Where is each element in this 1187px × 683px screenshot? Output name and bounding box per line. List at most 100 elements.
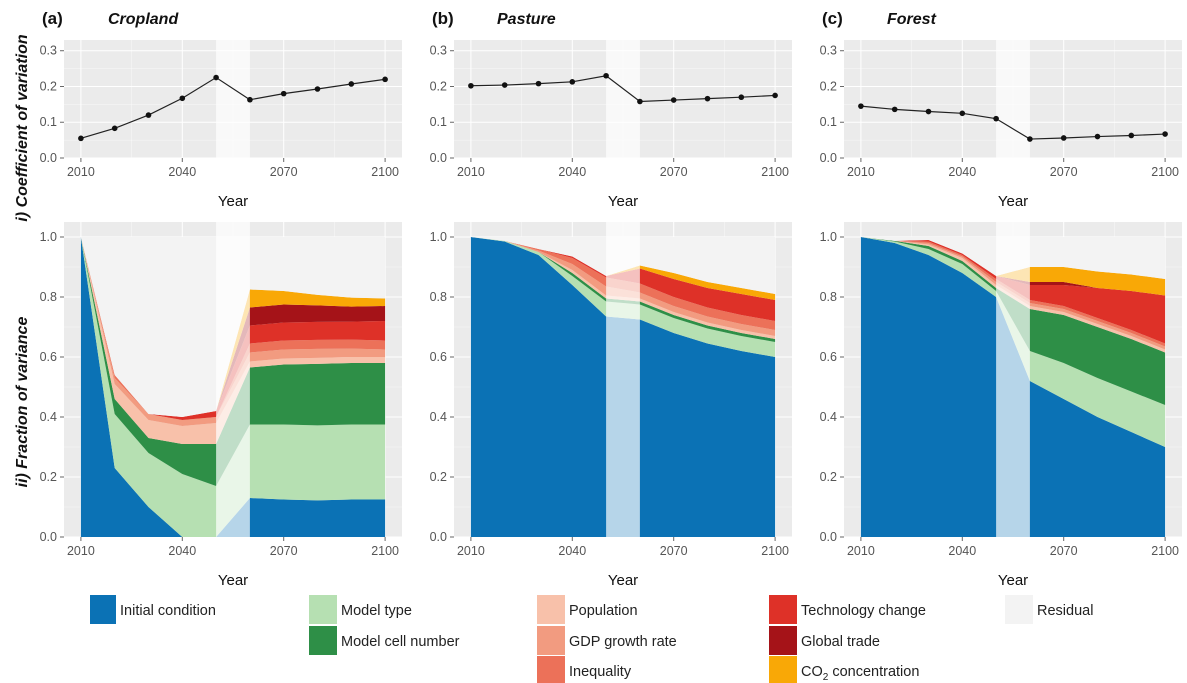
cv-point	[247, 96, 253, 103]
area-gdp-growth-rate	[470, 237, 776, 336]
legend-label-residual: Residual	[1037, 603, 1093, 619]
x-tick-label: 2070	[660, 544, 688, 558]
x-tick-label: 2010	[457, 165, 485, 179]
y-tick-label: 0.6	[820, 350, 837, 364]
x-tick-label: 2010	[67, 165, 95, 179]
transition-shade	[216, 222, 250, 537]
y-tick-label: 0.2	[430, 79, 447, 93]
cv-point	[858, 103, 864, 109]
x-tick-label: 2100	[371, 544, 399, 558]
cv-point	[925, 108, 932, 115]
y-tick-label: 0.8	[430, 290, 447, 304]
area-technology-change	[860, 237, 1166, 344]
y-tick-label: 0.6	[40, 350, 57, 364]
y-tick-label: 0.4	[40, 410, 57, 424]
legend-label-gdp-growth-rate: GDP growth rate	[569, 634, 677, 650]
x-axis-label: Year	[998, 193, 1028, 210]
cv-point	[1128, 132, 1135, 139]
y-tick-label: 0.0	[430, 530, 447, 544]
x-tick-label: 2040	[168, 544, 196, 558]
cv-line	[80, 76, 386, 139]
y-tick-label: 0.0	[40, 151, 57, 165]
legend-swatch-model-cell-number	[309, 626, 337, 655]
cv-point	[993, 115, 999, 122]
legend-label-population: Population	[569, 603, 638, 619]
row-label-top: i) Coefficient of variation	[14, 34, 31, 222]
x-tick-label: 2100	[371, 165, 399, 179]
transition-shade	[996, 40, 1030, 158]
panel-letter-c: (c)	[822, 9, 843, 28]
cv-point	[535, 80, 542, 87]
y-tick-label: 0.0	[430, 151, 447, 165]
cv-point	[637, 98, 643, 105]
transition-shade	[606, 222, 640, 537]
y-tick-label: 0.3	[820, 44, 837, 58]
y-tick-label: 0.3	[40, 44, 57, 58]
legend-label-model-cell-number: Model cell number	[341, 634, 460, 650]
y-tick-label: 0.1	[40, 115, 57, 129]
cv-point	[501, 82, 508, 88]
legend-label-model-type: Model type	[341, 603, 412, 619]
variance-plot-cropland: 0.0 0.2 0.4 0.6 0.8 1.0 2010 2040 2070 2100 Year	[40, 222, 402, 589]
x-tick-label: 2040	[558, 544, 586, 558]
cv-point	[111, 125, 118, 132]
area-population	[860, 237, 1166, 353]
x-tick-label: 2100	[761, 544, 789, 558]
panel-title-forest: Forest	[887, 11, 937, 28]
cv-point	[569, 79, 576, 85]
x-axis-label: Year	[998, 572, 1028, 589]
cv-point	[145, 112, 152, 118]
transition-shade	[216, 40, 250, 158]
area-model-type	[470, 237, 776, 357]
cv-point	[959, 110, 966, 117]
cv-point	[314, 86, 321, 92]
legend-swatch-population	[537, 595, 565, 624]
y-tick-label: 0.0	[820, 530, 837, 544]
legend-label-co2-concentration: CO2 concentration	[801, 664, 919, 683]
area-model-cell-number	[80, 237, 386, 486]
x-tick-label: 2010	[67, 544, 95, 558]
x-tick-label: 2040	[558, 165, 586, 179]
cv-point	[280, 90, 287, 97]
x-tick-label: 2100	[761, 165, 789, 179]
y-tick-label: 1.0	[430, 230, 447, 244]
x-tick-label: 2070	[1050, 165, 1078, 179]
panel-title-pasture: Pasture	[497, 11, 556, 28]
cv-point	[891, 106, 898, 113]
y-tick-label: 0.2	[40, 79, 57, 93]
y-tick-label: 0.1	[820, 115, 837, 129]
cv-point	[1027, 136, 1033, 142]
cv-point	[738, 94, 745, 101]
cv-point	[1060, 135, 1067, 141]
cv-point	[670, 97, 677, 103]
area-technology-change	[80, 237, 386, 420]
legend-label-inequality: Inequality	[569, 664, 632, 680]
y-tick-label: 0.8	[820, 290, 837, 304]
y-tick-label: 0.4	[430, 410, 447, 424]
x-axis-label: Year	[608, 193, 638, 210]
x-tick-label: 2040	[168, 165, 196, 179]
x-axis-label: Year	[218, 193, 248, 210]
y-tick-label: 0.1	[430, 115, 447, 129]
x-tick-label: 2040	[948, 165, 976, 179]
x-tick-label: 2070	[270, 165, 298, 179]
transition-shade	[996, 222, 1030, 537]
x-tick-label: 2010	[847, 544, 875, 558]
cv-point	[179, 95, 186, 102]
variance-plot-pasture: 0.0 0.2 0.4 0.6 0.8 1.0 2010 2040 2070 2100 Year	[430, 222, 792, 589]
cv-point	[1094, 133, 1101, 140]
y-tick-label: 1.0	[820, 230, 837, 244]
legend-swatch-inequality	[537, 656, 565, 683]
cv-point	[382, 76, 388, 83]
legend: Initial condition Model type Model cell nu…	[90, 595, 1093, 683]
cv-point	[1162, 131, 1168, 137]
legend-swatch-residual	[1005, 595, 1033, 624]
legend-swatch-initial-condition	[90, 595, 116, 624]
legend-swatch-technology-change	[769, 595, 797, 624]
panel-title-cropland: Cropland	[108, 11, 179, 28]
x-tick-label: 2010	[457, 544, 485, 558]
panel-letter-b: (b)	[432, 9, 454, 28]
y-tick-label: 0.2	[820, 470, 837, 484]
area-co2-concentration	[860, 237, 1166, 296]
